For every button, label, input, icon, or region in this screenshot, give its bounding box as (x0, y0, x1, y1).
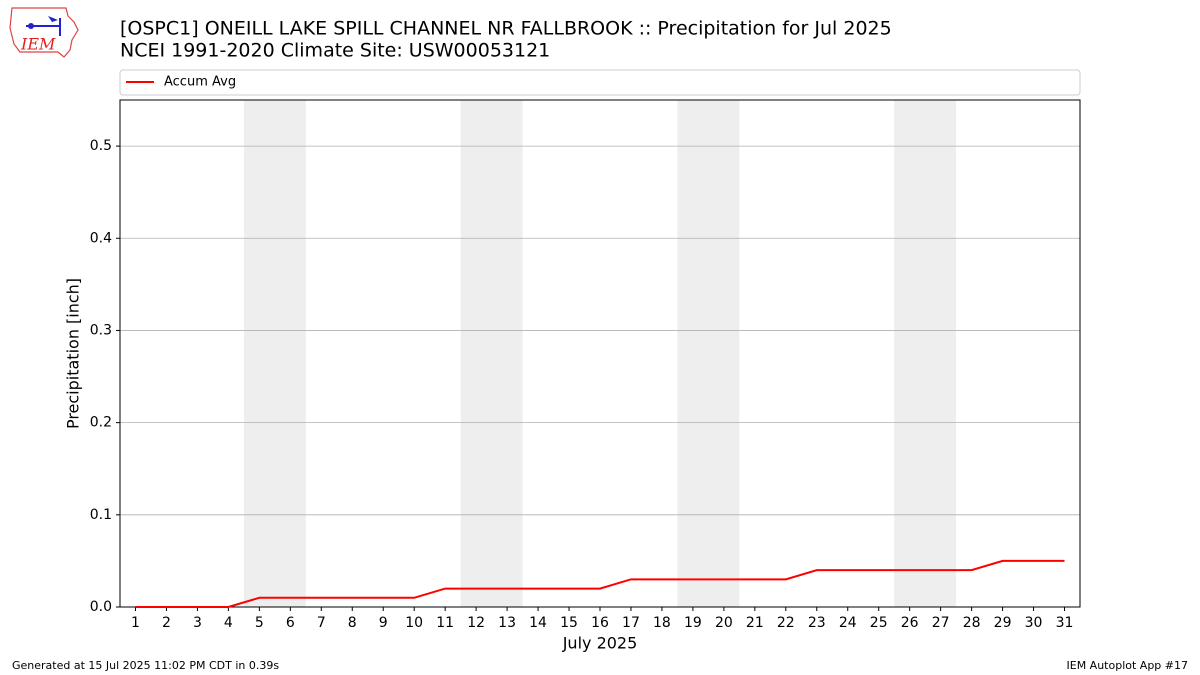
footer-left: Generated at 15 Jul 2025 11:02 PM CDT in… (12, 659, 279, 672)
x-tick-label: 8 (348, 615, 357, 631)
y-axis-label: Precipitation [inch] (64, 278, 83, 429)
x-tick-label: 18 (653, 615, 671, 631)
x-axis-label: July 2025 (562, 634, 638, 653)
y-tick-label: 0.4 (90, 230, 112, 246)
chart-subtitle: NCEI 1991-2020 Climate Site: USW00053121 (120, 40, 550, 62)
x-tick-label: 24 (839, 615, 857, 631)
y-tick-label: 0.3 (90, 322, 112, 338)
x-tick-label: 12 (467, 615, 485, 631)
y-tick-label: 0.5 (90, 138, 112, 154)
legend-label: Accum Avg (164, 75, 236, 90)
y-tick-label: 0.1 (90, 507, 112, 523)
x-tick-label: 22 (777, 615, 795, 631)
logo: IEM (9, 7, 79, 58)
x-tick-label: 23 (808, 615, 826, 631)
weekend-shade (894, 100, 957, 607)
x-tick-label: 6 (286, 615, 295, 631)
x-tick-label: 25 (870, 615, 888, 631)
weekend-shade (460, 100, 523, 607)
weekend-shade (243, 100, 306, 607)
footer-right: IEM Autoplot App #17 (1067, 659, 1189, 672)
x-tick-label: 7 (317, 615, 326, 631)
x-tick-label: 4 (224, 615, 233, 631)
x-tick-label: 31 (1056, 615, 1074, 631)
x-tick-label: 21 (746, 615, 764, 631)
x-tick-label: 2 (162, 615, 171, 631)
x-tick-label: 20 (715, 615, 733, 631)
x-tick-label: 5 (255, 615, 264, 631)
chart-title: [OSPC1] ONEILL LAKE SPILL CHANNEL NR FAL… (120, 18, 892, 40)
x-tick-label: 28 (963, 615, 981, 631)
plot-frame (119, 99, 1081, 608)
x-tick-label: 3 (193, 615, 202, 631)
legend-box (119, 69, 1081, 96)
x-tick-label: 11 (436, 615, 454, 631)
x-tick-label: 9 (379, 615, 388, 631)
x-tick-label: 14 (529, 615, 547, 631)
x-tick-label: 29 (994, 615, 1012, 631)
x-tick-label: 13 (498, 615, 516, 631)
line-series (135, 559, 1065, 608)
x-tick-label: 30 (1025, 615, 1043, 631)
logo-text: IEM (20, 35, 56, 54)
x-tick-label: 27 (932, 615, 950, 631)
x-tick-label: 10 (405, 615, 423, 631)
x-tick-label: 26 (901, 615, 919, 631)
weekend-shade (677, 100, 740, 607)
x-tick-label: 1 (131, 615, 140, 631)
x-tick-label: 16 (591, 615, 609, 631)
y-tick-label: 0.2 (90, 415, 112, 431)
y-tick-label: 0.0 (90, 599, 112, 615)
x-tick-label: 17 (622, 615, 640, 631)
x-tick-label: 15 (560, 615, 578, 631)
x-tick-label: 19 (684, 615, 702, 631)
